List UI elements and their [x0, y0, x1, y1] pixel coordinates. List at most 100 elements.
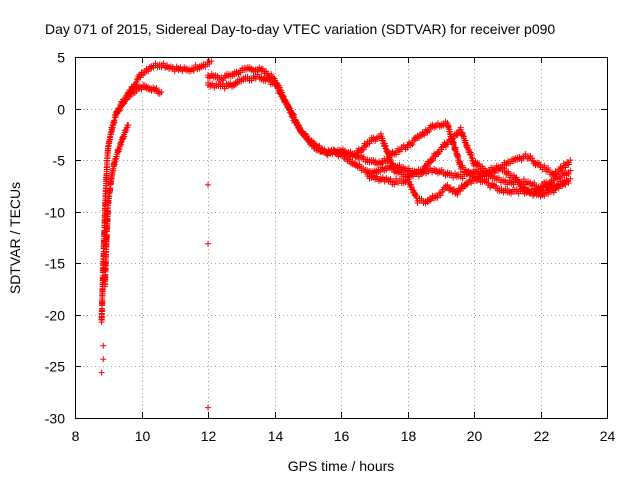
data-point-track-b — [117, 141, 124, 148]
data-point-track-e — [273, 82, 280, 89]
data-point-track-g — [454, 191, 461, 198]
data-point-track-g — [458, 184, 465, 191]
x-tick-label: 12 — [201, 428, 217, 444]
data-point-track-e — [518, 185, 525, 192]
data-point-track-f — [363, 143, 370, 150]
data-point-track-c — [121, 100, 128, 107]
x-tick-label: 16 — [334, 428, 350, 444]
data-point-track-b — [123, 127, 130, 134]
data-point-track-a — [134, 78, 141, 85]
data-point-track-c — [126, 93, 133, 100]
data-point-track-b — [103, 233, 110, 240]
data-point-track-f — [366, 140, 373, 147]
data-point-track-e — [513, 176, 520, 183]
data-point-track-e — [290, 113, 297, 120]
data-point-track-b — [117, 142, 124, 149]
data-point-track-e — [445, 124, 452, 131]
data-point-track-e — [550, 189, 557, 196]
data-point-track-b — [112, 158, 119, 165]
data-point-track-e — [426, 128, 433, 135]
data-point-track-b — [114, 149, 121, 156]
data-point-track-a — [109, 127, 116, 134]
data-point-track-f — [438, 146, 445, 153]
y-tick-label: 0 — [57, 102, 65, 118]
data-point-outlier — [100, 342, 107, 349]
data-point-track-f — [469, 157, 476, 164]
x-tick-label: 22 — [534, 428, 550, 444]
x-axis-label: GPS time / hours — [288, 458, 395, 474]
data-point-track-f — [562, 164, 569, 171]
x-tick-label: 18 — [401, 428, 417, 444]
x-tick-label: 10 — [135, 428, 151, 444]
data-point-track-g — [462, 182, 469, 189]
data-point-track-a — [190, 67, 197, 74]
chart-title: Day 071 of 2015, Sidereal Day-to-day VTE… — [45, 21, 555, 37]
data-point-track-f — [431, 152, 438, 159]
data-point-track-g — [391, 181, 398, 188]
data-point-track-f — [420, 169, 427, 176]
data-point-track-g — [567, 175, 574, 182]
data-point-track-e — [310, 142, 317, 149]
data-point-track-g — [455, 187, 462, 194]
data-point-outlier — [100, 356, 107, 363]
data-point-track-g — [530, 191, 537, 198]
data-point-track-f — [352, 154, 359, 161]
data-point-outlier — [205, 181, 211, 188]
data-point-track-f — [428, 158, 435, 165]
data-point-track-f — [381, 142, 388, 149]
data-point-track-f — [451, 133, 458, 140]
data-point-track-g — [565, 180, 572, 187]
data-point-track-e — [541, 192, 548, 199]
data-point-track-d — [510, 181, 517, 188]
data-point-track-e — [304, 137, 311, 144]
data-point-track-f — [360, 146, 367, 153]
data-point-track-a — [137, 74, 144, 81]
data-point-track-e — [393, 151, 400, 158]
data-point-track-d — [567, 167, 574, 174]
data-point-track-f — [385, 153, 392, 160]
y-tick-label: 5 — [57, 50, 65, 66]
grid — [75, 57, 607, 418]
y-tick-label: -20 — [45, 308, 65, 324]
x-tick-label: 24 — [600, 428, 616, 444]
y-axis-label: SDTVAR / TECUs — [7, 182, 23, 294]
data-point-track-b — [116, 145, 123, 152]
data-point-track-a — [110, 120, 117, 127]
data-point-track-e — [279, 94, 286, 101]
data-point-track-f — [429, 157, 436, 164]
data-point-track-f — [358, 147, 365, 154]
data-point-track-g — [457, 188, 464, 195]
data-point-track-g — [437, 192, 444, 199]
data-point-track-f — [447, 138, 454, 145]
y-tick-label: -5 — [53, 153, 66, 169]
data-point-outlier — [98, 369, 105, 376]
x-tick-label: 14 — [268, 428, 284, 444]
data-point-track-g — [413, 194, 420, 201]
data-point-track-b — [113, 153, 120, 160]
x-tick-label: 20 — [467, 428, 483, 444]
data-point-track-e — [404, 144, 411, 151]
data-point-track-e — [289, 112, 296, 119]
data-point-track-b — [107, 187, 114, 194]
data-point-track-d — [565, 171, 572, 178]
data-point-track-f — [419, 169, 426, 176]
data-point-track-e — [452, 147, 458, 154]
data-point-track-c — [117, 104, 124, 111]
data-point-outlier — [205, 404, 211, 411]
data-point-track-b — [125, 122, 132, 129]
data-point-track-f — [448, 137, 455, 144]
data-point-track-c — [113, 111, 120, 118]
data-point-track-c — [111, 114, 118, 121]
data-point-track-e — [421, 132, 428, 139]
data-point-track-e — [409, 141, 416, 148]
data-point-track-b — [121, 133, 128, 140]
data-point-outlier — [205, 240, 211, 247]
data-point-track-f — [468, 154, 475, 161]
data-points — [98, 58, 574, 411]
data-point-track-g — [546, 185, 553, 192]
data-point-track-a — [111, 119, 118, 126]
axis-ticks: 8 10 12 14 16 18 20 22 24 5 0 -5 -10 -15 -20 -25 -30 — [45, 50, 616, 445]
data-point-track-f — [559, 167, 566, 174]
data-point-track-e — [445, 125, 452, 132]
